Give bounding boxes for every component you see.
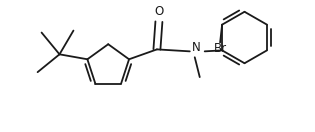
- Text: N: N: [192, 41, 201, 54]
- Text: Br: Br: [214, 42, 227, 55]
- Text: O: O: [154, 5, 163, 18]
